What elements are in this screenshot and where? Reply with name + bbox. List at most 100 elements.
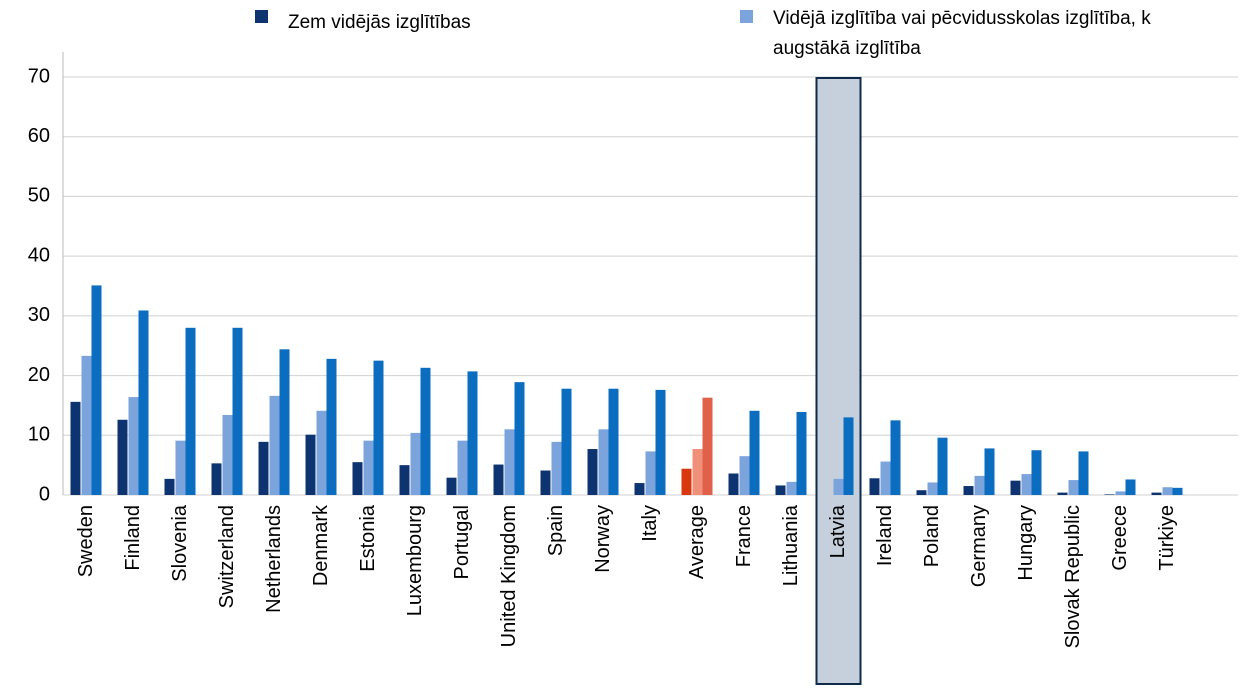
bar bbox=[728, 473, 739, 495]
x-tick-label: Denmark bbox=[310, 504, 332, 586]
x-tick-label: United Kingdom bbox=[498, 505, 520, 647]
bar bbox=[963, 486, 974, 495]
bar bbox=[175, 440, 186, 495]
bar bbox=[843, 417, 854, 495]
x-tick-label: Switzerland bbox=[216, 505, 238, 608]
bar bbox=[833, 478, 844, 495]
bar bbox=[880, 461, 891, 495]
x-tick-label: Türkiye bbox=[1156, 505, 1178, 571]
bar bbox=[749, 410, 760, 495]
legend-swatch bbox=[740, 10, 753, 23]
y-tick-label: 50 bbox=[28, 185, 50, 207]
y-tick-label: 40 bbox=[28, 244, 50, 266]
bar bbox=[410, 432, 421, 495]
bar bbox=[1057, 492, 1068, 495]
bar bbox=[692, 449, 703, 495]
bar bbox=[1115, 491, 1126, 495]
bar bbox=[1172, 487, 1183, 495]
bar bbox=[269, 395, 280, 495]
bar bbox=[1151, 492, 1162, 495]
bar bbox=[138, 310, 149, 495]
x-tick-label: Italy bbox=[639, 505, 661, 542]
y-tick-label: 70 bbox=[28, 65, 50, 87]
bar bbox=[634, 483, 645, 495]
legend-label: augstākā izglītība bbox=[773, 38, 921, 59]
bar bbox=[117, 419, 128, 495]
bar bbox=[70, 401, 81, 495]
legend-label: Zem vidējās izglītības bbox=[288, 12, 471, 33]
bar bbox=[211, 463, 222, 495]
x-tick-label: France bbox=[733, 505, 755, 567]
x-tick-label: Estonia bbox=[357, 504, 379, 572]
bar bbox=[608, 388, 619, 495]
bar bbox=[352, 462, 363, 495]
x-tick-label: Ireland bbox=[874, 505, 896, 566]
bar bbox=[937, 437, 948, 495]
x-tick-label: Greece bbox=[1109, 505, 1131, 571]
x-tick-label: Lithuania bbox=[780, 504, 802, 586]
bar bbox=[222, 414, 233, 495]
x-tick-label: Norway bbox=[592, 505, 614, 573]
x-tick-label: Portugal bbox=[451, 505, 473, 580]
x-tick-label: Hungary bbox=[1015, 505, 1037, 581]
x-tick-label: Latvia bbox=[827, 504, 849, 558]
x-tick-label: Average bbox=[686, 505, 708, 579]
bar bbox=[446, 477, 457, 495]
x-tick-label: Poland bbox=[921, 505, 943, 567]
bar bbox=[540, 470, 551, 495]
bar bbox=[457, 440, 468, 495]
bar bbox=[681, 468, 692, 495]
bar bbox=[551, 441, 562, 495]
highlight-box bbox=[815, 77, 862, 685]
bar bbox=[279, 349, 290, 495]
bar bbox=[373, 360, 384, 495]
bar bbox=[869, 478, 880, 495]
bar bbox=[739, 456, 750, 495]
y-tick-label: 10 bbox=[28, 424, 50, 446]
bar bbox=[890, 420, 901, 495]
bar bbox=[128, 397, 139, 495]
x-tick-label: Slovenia bbox=[169, 504, 191, 582]
bar bbox=[514, 382, 525, 495]
bar bbox=[258, 441, 269, 495]
y-tick-label: 20 bbox=[28, 364, 50, 386]
y-tick-label: 30 bbox=[28, 304, 50, 326]
bar bbox=[916, 490, 927, 495]
bar bbox=[1021, 474, 1032, 495]
bar bbox=[974, 475, 985, 495]
bar bbox=[467, 371, 478, 495]
x-tick-label: Finland bbox=[122, 505, 144, 571]
bar bbox=[493, 464, 504, 495]
bar bbox=[984, 448, 995, 495]
x-tick-label: Slovak Republic bbox=[1062, 505, 1084, 648]
bar bbox=[796, 411, 807, 495]
bar bbox=[305, 434, 316, 495]
bar bbox=[598, 429, 609, 495]
bar bbox=[927, 482, 938, 495]
y-tick-label: 0 bbox=[39, 483, 50, 505]
bar bbox=[1031, 450, 1042, 495]
bar bbox=[185, 327, 196, 495]
bar bbox=[1125, 479, 1136, 495]
x-tick-label: Germany bbox=[968, 505, 990, 587]
bar bbox=[786, 481, 797, 495]
bar bbox=[1104, 494, 1115, 495]
bar bbox=[504, 429, 515, 495]
bar bbox=[775, 485, 786, 495]
bar bbox=[561, 388, 572, 495]
bar bbox=[420, 367, 431, 495]
bar bbox=[363, 440, 374, 495]
bar bbox=[1162, 487, 1173, 495]
bar bbox=[587, 449, 598, 495]
bar bbox=[232, 327, 243, 495]
bar bbox=[164, 478, 175, 495]
legend-swatch bbox=[255, 10, 268, 23]
x-tick-label: Luxembourg bbox=[404, 505, 426, 616]
bar bbox=[81, 355, 92, 495]
bar bbox=[1068, 480, 1079, 495]
bar bbox=[655, 389, 666, 495]
bar bbox=[645, 451, 656, 495]
bar bbox=[702, 397, 713, 495]
legend-label: Vidējā izglītība vai pēcvidusskolas izgl… bbox=[773, 8, 1151, 29]
